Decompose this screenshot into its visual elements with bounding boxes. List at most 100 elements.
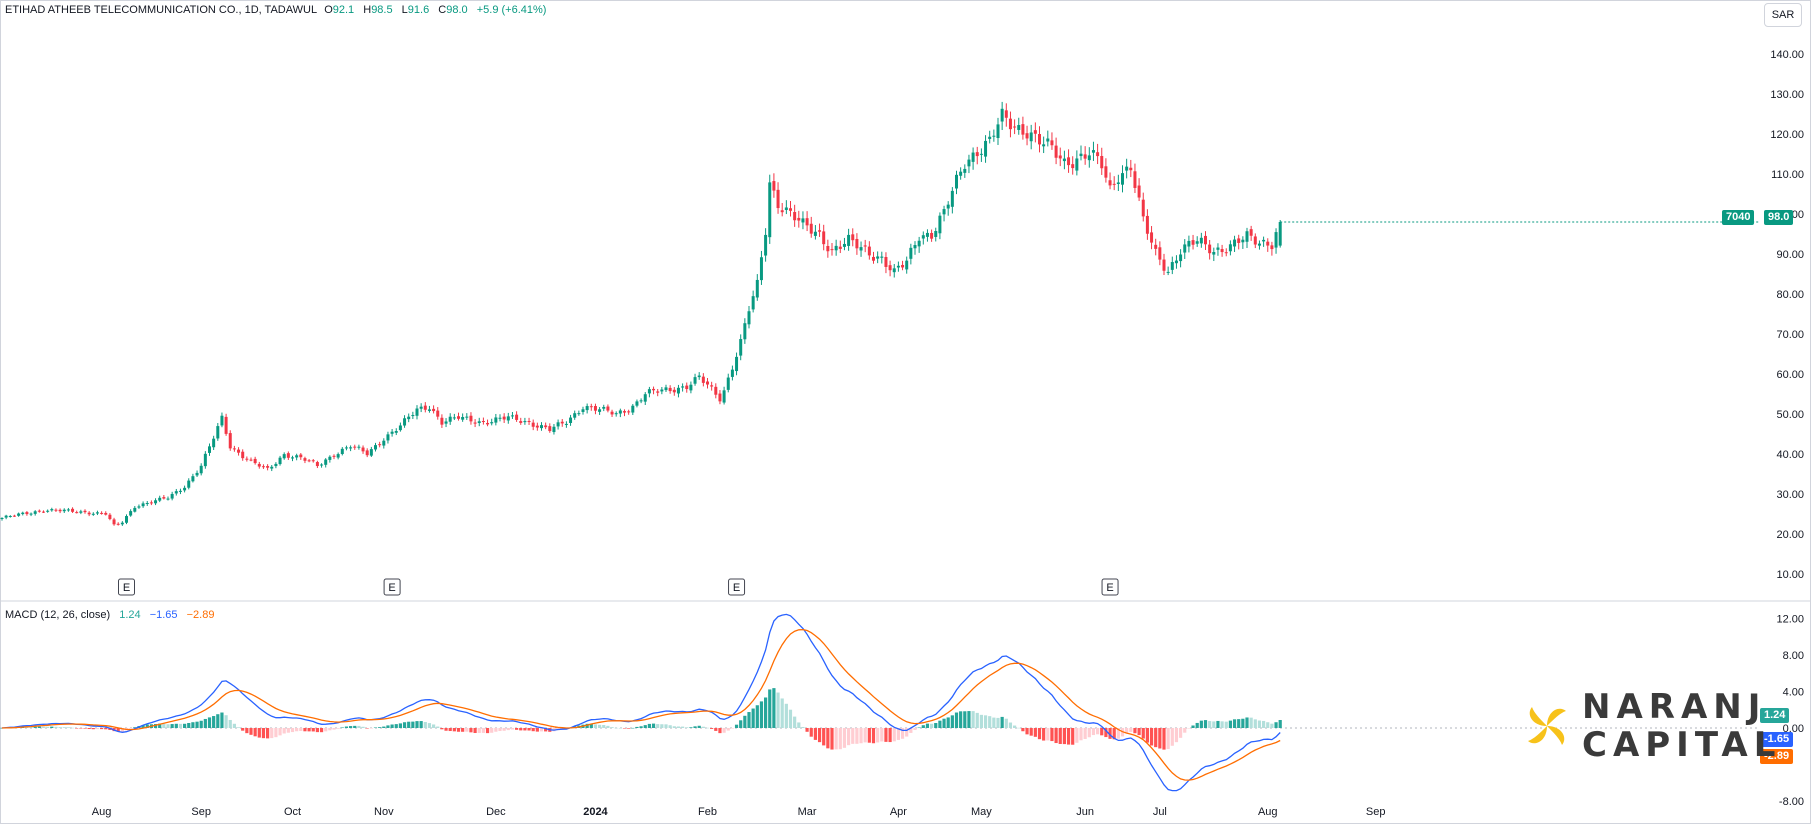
macd-hist-bar — [996, 717, 1000, 728]
macd-hist-bar — [411, 721, 415, 728]
candle-body — [1050, 140, 1054, 146]
candle-body — [473, 422, 477, 424]
candle-body — [423, 405, 427, 410]
earnings-marker — [383, 578, 401, 596]
candle-body — [614, 413, 618, 415]
candle-body — [942, 209, 946, 215]
macd-hist-bar — [1195, 722, 1199, 728]
candle-body — [519, 421, 523, 423]
macd-hist-bar — [1141, 728, 1145, 739]
macd-hist-bar — [830, 728, 834, 750]
candle-body — [876, 256, 880, 259]
currency-button[interactable]: SAR — [1764, 3, 1802, 27]
macd-hist-bar — [975, 712, 979, 728]
macd-hist-bar — [913, 728, 917, 731]
macd-hist-bar — [764, 697, 768, 728]
close-label: C — [438, 4, 447, 16]
macd-hist-bar — [701, 726, 705, 728]
candle-body — [137, 506, 141, 508]
candle-body — [120, 522, 124, 525]
candle-body — [1125, 166, 1129, 171]
macd-hist-bar — [274, 728, 278, 738]
candle-body — [1054, 145, 1058, 158]
candle-body — [996, 124, 1000, 139]
macd-hist-bar — [772, 688, 776, 728]
macd-hist-bar — [54, 726, 58, 728]
macd-hist-bar — [178, 723, 183, 728]
macd-hist-bar — [535, 728, 539, 732]
macd-hist-bar — [158, 723, 162, 728]
candle-body — [552, 426, 556, 433]
candle-body — [685, 385, 689, 390]
candle-body — [726, 377, 730, 390]
macd-hist-bar — [145, 724, 149, 728]
candle-body — [888, 265, 892, 271]
macd-hist-bar — [481, 728, 485, 733]
candle-body — [1096, 152, 1100, 157]
macd-hist-bar — [739, 720, 743, 728]
macd-hist-bar — [531, 728, 535, 732]
candle-body — [797, 217, 801, 221]
candle-body — [407, 416, 411, 420]
candle-body — [847, 234, 851, 246]
candle-body — [1116, 182, 1120, 184]
candle-body — [461, 417, 465, 420]
candle-body — [286, 453, 290, 458]
macd-hist-bar — [116, 728, 120, 732]
earnings-marker-label: E — [733, 582, 740, 594]
candle-body — [1067, 157, 1071, 166]
macd-hist-bar — [859, 728, 863, 744]
candle-body — [1262, 239, 1266, 242]
candle-body — [71, 508, 75, 512]
candle-body — [963, 168, 967, 173]
candle-body — [701, 376, 705, 383]
candle-body — [220, 415, 224, 426]
candle-body — [344, 447, 348, 449]
candle-body — [975, 152, 979, 157]
macd-hist-bar — [705, 727, 710, 729]
candle-body — [780, 210, 784, 213]
candle-body — [249, 459, 253, 461]
macd-hist-bar — [299, 728, 303, 731]
candle-body — [668, 387, 672, 392]
brand-line2: CAPITAL — [1582, 725, 1782, 765]
candle-body — [241, 451, 245, 459]
candle-body — [91, 513, 95, 515]
macd-hist-bar — [651, 723, 656, 728]
macd-hist-bar — [1187, 728, 1191, 729]
macd-hist-bar — [33, 726, 37, 728]
candle-body — [349, 447, 353, 449]
candle-body — [589, 406, 593, 408]
candle-body — [722, 390, 726, 403]
candle-body — [892, 268, 896, 273]
macd-hist-bar — [228, 719, 232, 728]
macd-hist-bar — [1253, 719, 1257, 728]
macd-hist-bar — [780, 698, 784, 728]
macd-hist-bar — [282, 728, 286, 734]
candle-body — [1004, 110, 1008, 118]
macd-hist-bar — [502, 728, 506, 731]
candle-body — [959, 171, 963, 176]
macd-tick-label: -8.00 — [1779, 796, 1804, 808]
candle-body — [116, 523, 120, 525]
macd-hist-bar — [921, 725, 925, 728]
candle-body — [42, 511, 45, 513]
candle-body — [261, 466, 265, 468]
candle-body — [1233, 239, 1237, 247]
macd-hist-bar — [1033, 728, 1037, 737]
candle-body — [822, 231, 826, 245]
macd-hist-bar — [303, 728, 307, 732]
macd-hist-bar — [382, 726, 386, 728]
macd-hist-bar — [867, 728, 871, 743]
candle-body — [178, 490, 182, 492]
candle-body — [809, 223, 813, 234]
macd-hist-bar — [693, 726, 697, 728]
low-value: 91.6 — [407, 4, 430, 16]
macd-line-tag: -1.65 — [1760, 732, 1794, 747]
macd-hist-bar — [1013, 725, 1017, 728]
macd-hist-bar — [66, 727, 70, 728]
candle-body — [834, 245, 838, 251]
macd-hist-bar — [187, 722, 191, 728]
